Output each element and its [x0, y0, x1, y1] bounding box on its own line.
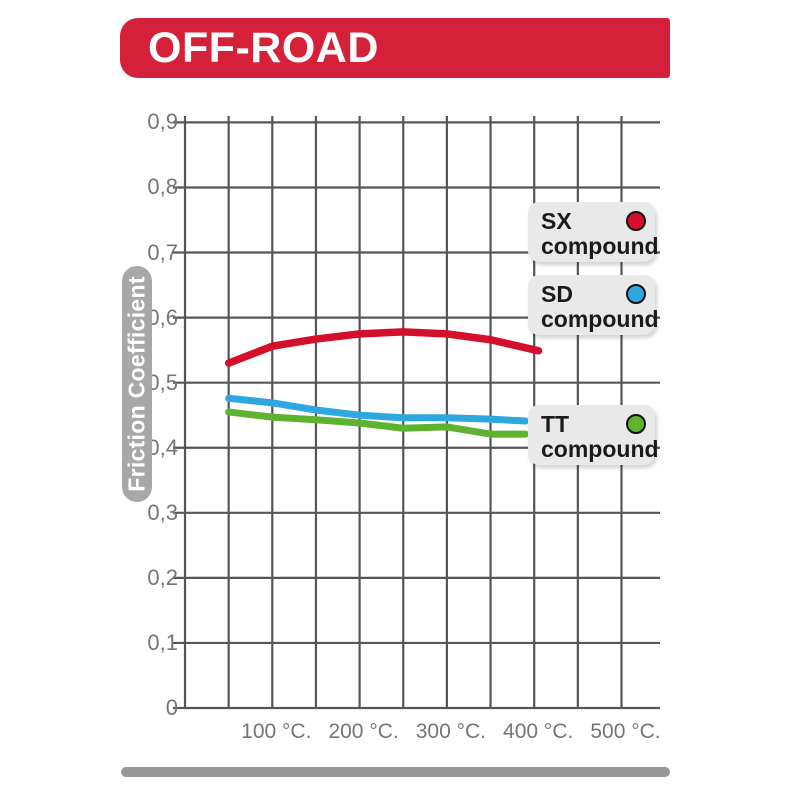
- legend-tt-label: compound: [541, 436, 659, 462]
- y-tick-label: 0,5: [147, 369, 178, 395]
- series-line-sx: [224, 328, 543, 367]
- sx-compound-dot-icon: [626, 211, 646, 231]
- legend-sx-label: compound: [541, 233, 659, 259]
- tt-compound-dot-icon: [626, 414, 646, 434]
- x-tick-label: 300 °C.: [415, 720, 487, 743]
- y-tick-label: 0,1: [147, 629, 178, 655]
- page-title: OFF-ROAD: [148, 24, 379, 72]
- legend-sd-compound: SD compound: [528, 275, 659, 335]
- y-tick-label: 0,6: [147, 304, 178, 330]
- sd-compound-dot-icon: [626, 284, 646, 304]
- legend-sd-label: compound: [541, 306, 659, 332]
- y-tick-label: 0,7: [147, 239, 178, 265]
- x-tick-label: 500 °C.: [590, 720, 661, 743]
- banner: OFF-ROAD: [120, 18, 670, 78]
- y-tick-label: 0,9: [147, 109, 178, 135]
- bottom-bar: [121, 767, 670, 777]
- y-tick-label: 0: [165, 695, 178, 720]
- y-tick-label: 0,8: [147, 174, 178, 200]
- legend-tt-code: TT: [541, 411, 570, 437]
- legend-sx-code: SX: [541, 208, 572, 234]
- series-line-tt: [225, 408, 529, 438]
- series-line-sd: [225, 394, 529, 425]
- x-tick-label: 400 °C.: [503, 720, 574, 743]
- x-tick-label: 200 °C.: [328, 720, 399, 743]
- x-tick-label: 100 °C.: [241, 720, 312, 743]
- y-tick-label: 0,4: [147, 434, 178, 460]
- y-tick-label: 0,3: [147, 499, 178, 525]
- y-tick-label: 0,2: [147, 564, 178, 590]
- legend-sx-compound: SX compound: [528, 202, 659, 262]
- y-axis-label: Friction Coefficient: [123, 276, 150, 492]
- legend-tt-compound: TT compound: [528, 405, 659, 465]
- y-axis-label-pill: Friction Coefficient: [122, 266, 152, 502]
- legend-sd-code: SD: [541, 281, 573, 307]
